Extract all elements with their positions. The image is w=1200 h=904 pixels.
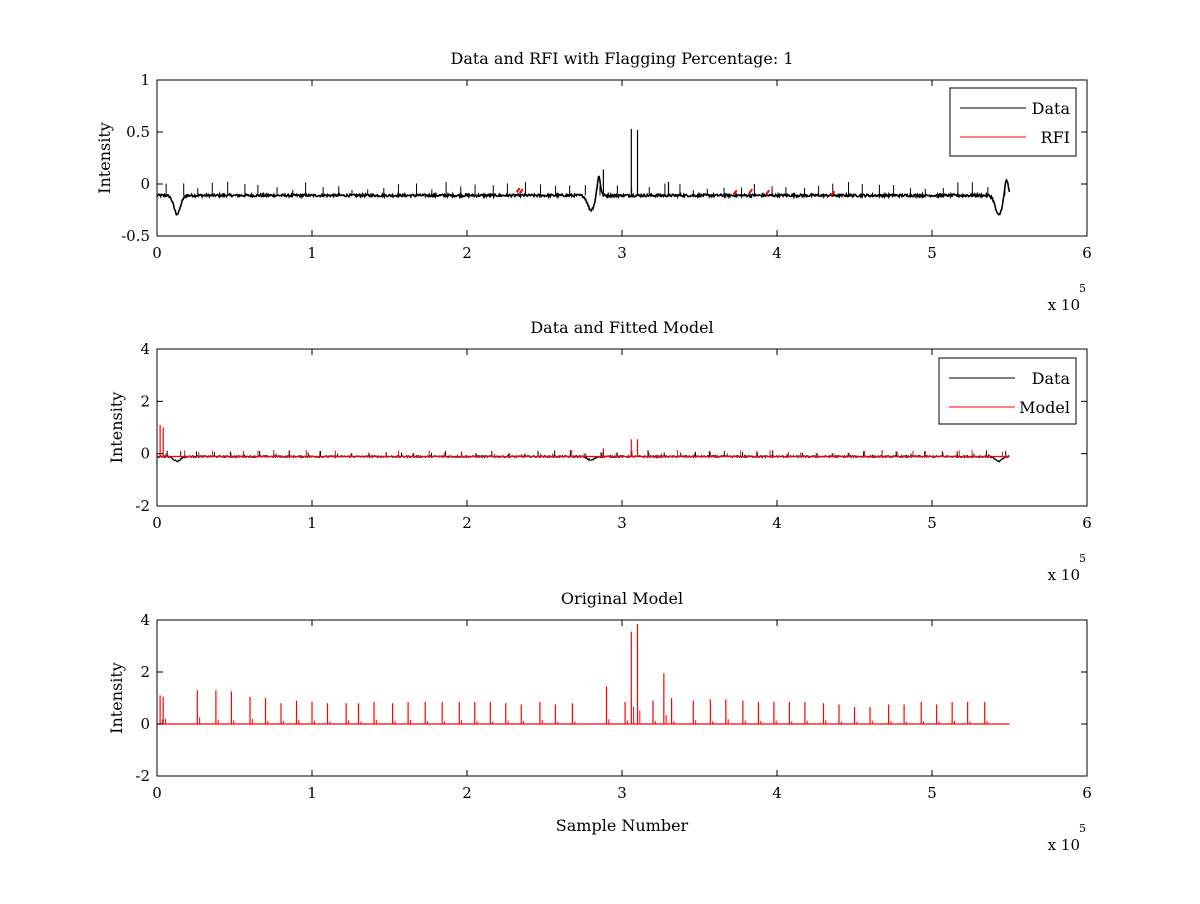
series-rfi-mark [748, 188, 754, 194]
x-tick-label: 4 [772, 244, 782, 262]
y-tick-label: 0 [140, 445, 150, 463]
y-tick-label: 4 [140, 340, 150, 358]
y-axis-label: Intensity [107, 662, 126, 734]
y-tick-label: 0 [140, 715, 150, 733]
x-tick-label: 0 [152, 514, 162, 532]
x-multiplier: x 10 [1048, 836, 1080, 854]
y-tick-label: 0 [140, 175, 150, 193]
legend-label-model: Model [1019, 398, 1070, 417]
chart-title: Original Model [561, 589, 683, 608]
y-tick-label: -0.5 [121, 227, 150, 245]
x-axis-label: Sample Number [556, 816, 689, 835]
series-rfi-mark [515, 187, 521, 193]
plot-area [157, 424, 1010, 463]
x-tick-label: 2 [462, 514, 472, 532]
series-rfi-mark [830, 190, 836, 197]
x-tick-label: 3 [617, 244, 627, 262]
legend: Data RFI [949, 87, 1077, 157]
x-tick-label: 5 [927, 244, 937, 262]
x-tick-label: 6 [1082, 244, 1092, 262]
axes-box [156, 79, 1088, 237]
legend-label-data: Data [1032, 99, 1071, 118]
x-multiplier: x 10 [1048, 296, 1080, 314]
x-tick-label: 5 [927, 514, 937, 532]
y-tick-label: -2 [135, 497, 150, 515]
x-tick-label: 3 [617, 514, 627, 532]
series-rfi-mark [518, 188, 524, 194]
y-tick-label: 1 [140, 71, 150, 89]
y-tick-label: 2 [140, 392, 150, 410]
plot-area [157, 623, 1010, 725]
chart-title: Data and Fitted Model [530, 318, 713, 337]
legend: Data Model [938, 357, 1077, 425]
x-tick-label: 3 [617, 784, 627, 802]
legend-box [938, 357, 1077, 425]
x-tick-label: 1 [307, 514, 317, 532]
x-tick-label: 5 [927, 784, 937, 802]
axes-box [156, 619, 1088, 777]
plot-area [157, 128, 1011, 216]
x-multiplier-exponent: 5 [1079, 282, 1086, 295]
y-tick-label: 0.5 [126, 123, 150, 141]
x-multiplier-exponent: 5 [1079, 552, 1086, 565]
legend-label-rfi: RFI [1041, 128, 1070, 147]
y-axis-label: Intensity [107, 392, 126, 464]
x-tick-label: 4 [772, 784, 782, 802]
y-tick-label: -2 [135, 767, 150, 785]
x-tick-label: 2 [462, 244, 472, 262]
x-tick-label: 2 [462, 784, 472, 802]
x-tick-label: 0 [152, 244, 162, 262]
series-data-line [157, 175, 1011, 216]
x-tick-label: 0 [152, 784, 162, 802]
series-rfi-mark [765, 189, 771, 195]
x-multiplier: x 10 [1048, 566, 1080, 584]
chart-title: Data and RFI with Flagging Percentage: 1 [450, 49, 793, 68]
legend-box [949, 87, 1077, 157]
y-tick-label: 4 [140, 611, 150, 629]
y-tick-label: 2 [140, 663, 150, 681]
x-tick-label: 6 [1082, 784, 1092, 802]
x-multiplier-exponent: 5 [1079, 822, 1086, 835]
x-tick-label: 6 [1082, 514, 1092, 532]
series-rfi-mark [732, 189, 738, 195]
x-tick-label: 1 [307, 784, 317, 802]
x-tick-label: 1 [307, 244, 317, 262]
legend-label-data: Data [1032, 369, 1071, 388]
x-tick-label: 4 [772, 514, 782, 532]
y-axis-label: Intensity [95, 122, 114, 194]
